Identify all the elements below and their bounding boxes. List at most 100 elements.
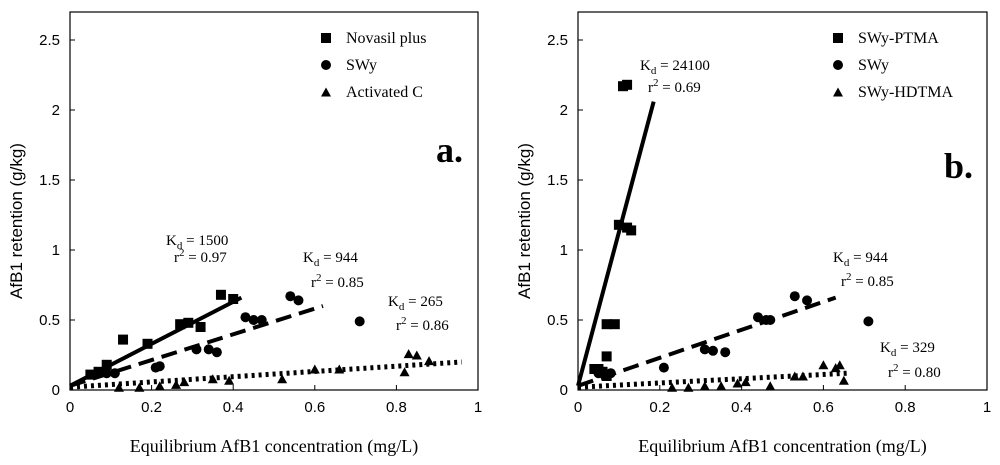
data-point	[399, 367, 410, 377]
r2-annotation: r2 = 0.85	[311, 272, 364, 291]
x-tick-label: 0.4	[731, 399, 752, 416]
r2-value: 0.85	[337, 275, 363, 291]
data-point	[207, 374, 218, 384]
data-point	[797, 371, 808, 381]
x-tick-label: 0.6	[813, 399, 834, 416]
data-point	[175, 319, 186, 330]
r2-superscript: 2	[401, 315, 407, 327]
r2-superscript: 2	[179, 247, 185, 259]
y-tick-label: 2	[52, 102, 60, 119]
r2-symbol: r	[841, 274, 846, 290]
r2-annotation: r2 = 0.85	[841, 271, 894, 290]
y-tick-label: 0.5	[39, 312, 60, 329]
data-point	[93, 366, 104, 377]
kd-annotation: Kd = 24100	[640, 58, 710, 77]
plot-frame	[577, 11, 988, 391]
x-tick-label: 0.8	[386, 399, 407, 416]
kd-symbol: K	[640, 58, 651, 74]
data-point	[183, 317, 194, 328]
y-axis-title: AfB1 retention (g/kg)	[7, 143, 26, 299]
r2-annotation: r2 = 0.86	[396, 315, 449, 334]
r2-equals: =	[407, 318, 423, 334]
data-point	[765, 315, 776, 325]
x-tick-label: 0.4	[223, 399, 244, 416]
legend-triangle-marker	[833, 87, 843, 97]
kd-symbol: K	[880, 340, 891, 356]
data-point	[203, 344, 214, 355]
y-tick-label: 0	[560, 382, 568, 399]
y-tick-label: 2	[560, 102, 568, 119]
data-point	[601, 351, 612, 362]
data-point	[609, 319, 620, 330]
data-point	[863, 316, 874, 327]
kd-annotation: Kd = 1500	[166, 233, 228, 252]
r2-symbol: r	[311, 275, 316, 291]
kd-equals: =	[319, 250, 335, 266]
data-point	[228, 294, 239, 304]
data-point	[613, 219, 624, 230]
legend-circle-marker	[833, 60, 843, 70]
r2-equals: =	[322, 275, 338, 291]
data-point	[256, 315, 267, 325]
r2-superscript: 2	[846, 271, 852, 283]
legend-label: SWy-PTMA	[858, 30, 939, 47]
panel-letter: a.	[436, 130, 463, 170]
data-point	[683, 382, 694, 392]
kd-annotation: Kd = 265	[388, 294, 443, 313]
data-point	[154, 381, 165, 391]
r2-value: 0.86	[422, 318, 449, 334]
legend-label: Activated C	[346, 84, 423, 101]
r2-symbol: r	[648, 80, 653, 96]
fit-line	[577, 295, 837, 388]
y-tick-label: 1.5	[39, 172, 60, 189]
data-point	[699, 381, 710, 391]
data-point	[354, 316, 365, 327]
kd-subscript: d	[891, 347, 897, 359]
data-point	[403, 349, 414, 359]
kd-subscript: d	[651, 65, 657, 77]
data-point	[818, 360, 829, 370]
data-point	[658, 362, 669, 373]
data-point	[285, 291, 296, 302]
r2-equals: =	[185, 250, 201, 266]
kd-equals: =	[182, 233, 198, 249]
r2-equals: =	[659, 80, 675, 96]
kd-subscript: d	[844, 257, 850, 269]
kd-value: 944	[335, 250, 358, 266]
data-point	[113, 382, 124, 392]
kd-value: 265	[420, 294, 443, 310]
kd-value: 944	[865, 250, 888, 266]
data-point	[277, 374, 288, 384]
data-point	[601, 319, 612, 330]
r2-symbol: r	[174, 250, 179, 266]
data-point	[211, 347, 222, 358]
kd-equals: =	[656, 58, 672, 74]
kd-equals: =	[849, 250, 865, 266]
r2-equals: =	[852, 274, 868, 290]
data-point	[215, 289, 226, 300]
data-point	[834, 360, 845, 370]
kd-equals: =	[896, 340, 912, 356]
r2-superscript: 2	[316, 272, 322, 284]
r2-annotation: r2 = 0.69	[648, 77, 701, 96]
r2-value: 0.80	[914, 365, 940, 381]
kd-symbol: K	[388, 294, 399, 310]
y-tick-label: 2.5	[547, 32, 568, 49]
kd-symbol: K	[303, 250, 314, 266]
data-point	[154, 361, 165, 372]
data-point	[195, 322, 206, 332]
y-tick-label: 0.5	[547, 312, 568, 329]
data-point	[142, 338, 153, 349]
legend-square-marker	[833, 33, 843, 43]
data-point	[240, 312, 251, 323]
data-point	[667, 382, 678, 392]
data-point	[720, 347, 731, 358]
kd-subscript: d	[314, 257, 320, 269]
chart-panel-a: 0 0.2 0.4 0.6 0.8 1 0 0.5 1 1.5 2 2.5 Equilibrium Af…	[7, 11, 482, 457]
r2-value: 0.97	[200, 250, 227, 266]
data-point	[789, 371, 800, 381]
x-axis-title: Equilibrium AfB1 concentration (mg/L)	[638, 436, 926, 457]
data-point	[716, 381, 727, 391]
x-tick-label: 0	[66, 399, 74, 416]
